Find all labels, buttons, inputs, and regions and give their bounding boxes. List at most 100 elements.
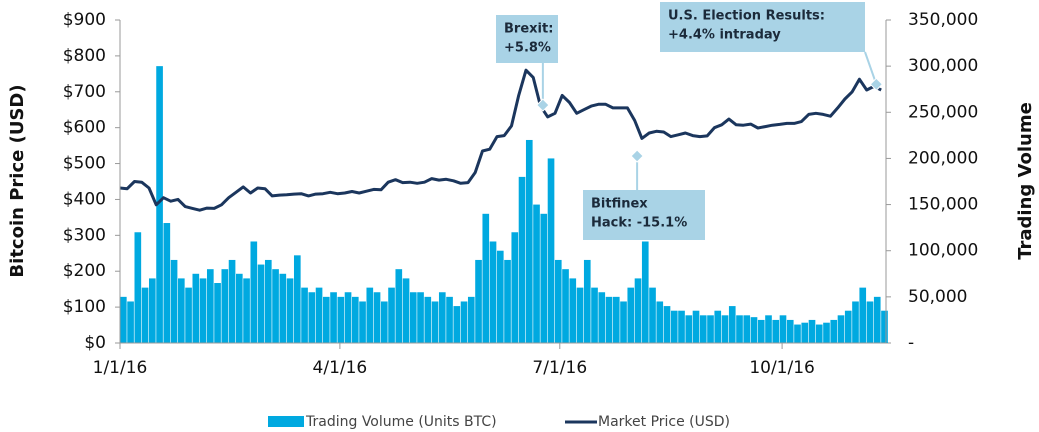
volume-bar [453,306,461,343]
volume-bar [322,296,330,343]
volume-bar [714,310,722,343]
volume-bar [337,296,345,343]
volume-bar [417,292,424,343]
volume-bar [772,319,780,343]
volume-bar [351,296,359,343]
y-tick-label: $800 [63,46,106,66]
y-tick-label: $900 [63,10,106,30]
volume-bar [627,287,635,343]
annotation-box [660,2,865,52]
annotation-box [583,190,705,240]
annotation-marker [630,149,644,163]
volume-bars [120,66,888,344]
volume-bar [699,315,707,343]
volume-bar [518,176,526,343]
volume-bar [692,310,700,343]
y-tick-label: $700 [63,82,106,102]
volume-bar [221,269,229,343]
x-tick-label: 4/1/16 [313,358,368,378]
volume-bar [235,273,243,343]
y-tick-label: $400 [63,189,106,209]
volume-bar [736,315,743,343]
volume-bar [511,232,519,343]
volume-bar [177,278,185,343]
annotation-text: +5.8% [504,41,551,56]
volume-bar [794,324,801,343]
volume-bar [670,310,678,343]
legend-label: Trading Volume (Units BTC) [305,414,497,430]
volume-bar [301,287,308,343]
volume-bar [685,315,693,343]
y-tick-label: $0 [84,333,106,353]
volume-bar [605,296,613,343]
volume-bar [540,213,548,343]
x-tick-label: 1/1/16 [93,358,148,378]
volume-bar [228,259,236,343]
y2-tick-label: 250,000 [908,102,978,122]
volume-bar [583,259,591,343]
volume-bar [866,301,874,343]
volume-bar [206,269,214,343]
volume-bar [634,278,642,343]
volume-bar [467,296,475,343]
volume-bar [649,287,656,343]
price-line [119,68,882,212]
volume-bar [424,296,432,343]
volume-bar [163,223,171,343]
volume-bar [409,292,417,343]
volume-bar [859,287,867,343]
y-tick-label: $200 [63,261,106,281]
volume-bar [185,287,192,343]
volume-bar [743,315,751,343]
annotation-box [496,15,558,63]
volume-bar [656,301,664,343]
volume-bar [881,310,888,343]
volume-bar [380,301,388,343]
volume-bar [525,139,533,343]
y2-tick-label: 100,000 [908,241,978,261]
volume-bar [330,292,337,343]
x-tick-label: 10/1/16 [749,358,815,378]
x-tick-label: 7/1/16 [532,358,587,378]
volume-bar [504,259,511,343]
volume-bar [127,301,134,343]
volume-bar [496,250,504,343]
volume-bar [598,292,606,343]
volume-bar [243,278,250,343]
annotation-marker [536,98,550,112]
annotation-marker [869,77,884,91]
y2-tick-label: 150,000 [908,195,978,215]
volume-bar [569,278,577,343]
volume-bar [170,259,178,343]
y2-tick-label: 50,000 [908,287,967,307]
annotation-text: Brexit: [504,22,553,37]
volume-bar [779,315,787,343]
volume-bar [678,310,685,343]
volume-bar [663,306,671,343]
volume-bar [815,324,823,343]
volume-bar [728,306,736,343]
annotation-text: Bitfinex [591,197,648,212]
volume-bar [591,287,598,343]
volume-bar [388,287,395,343]
volume-bar [366,287,374,343]
volume-bar [837,315,845,343]
volume-bar [475,259,482,343]
volume-bar [293,255,301,343]
annotation-text: Hack: -15.1% [591,216,687,231]
volume-bar [852,301,859,343]
volume-bar [438,292,446,343]
annotation-leader [864,51,878,85]
volume-bar [707,315,714,343]
volume-bar [120,296,127,343]
volume-bar [801,322,809,343]
annotation-text: U.S. Election Results: [668,9,825,24]
volume-bar [808,319,816,343]
volume-bar [344,292,352,343]
y2-tick-label: 350,000 [908,10,978,30]
volume-bar [765,315,772,343]
volume-bar [286,278,294,343]
volume-bar [373,292,381,343]
